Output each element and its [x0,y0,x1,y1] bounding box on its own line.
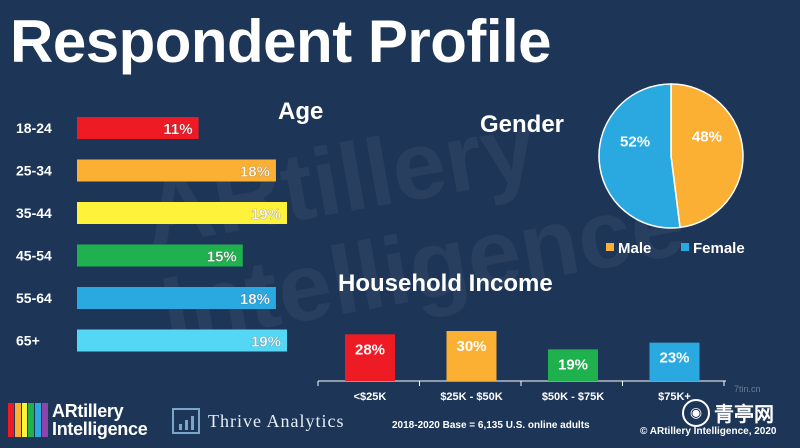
gender-value-label: 52% [620,133,650,150]
gender-value-label: 48% [692,129,722,146]
income-bar [548,349,598,381]
age-bar [77,329,287,352]
bar-chart-icon [172,408,200,434]
income-chart-title: Household Income [338,270,553,297]
income-value-label: 30% [456,338,486,355]
gender-pie-slice [670,83,744,229]
thrive-analytics-text: Thrive Analytics [208,410,345,431]
gender-pie-slice [598,83,681,229]
copyright: © ARtillery Intelligence, 2020 [640,426,777,437]
age-bar [77,244,243,267]
age-category-label: 45-54 [16,248,52,264]
income-bar [446,331,497,381]
corner-url: 7tin.cn [734,384,761,394]
income-category-label: <$25K [354,391,387,403]
age-category-label: 35-44 [16,205,52,221]
age-category-label: 18-24 [16,120,52,136]
age-category-label: 65+ [16,333,40,349]
income-bar [649,342,700,381]
income-value-label: 23% [659,350,689,367]
income-bar [345,334,395,381]
age-value-label: 19% [251,334,281,351]
gender-legend-swatch [681,243,689,251]
income-category-label: $25K - $50K [440,391,502,403]
age-bar [77,202,287,224]
age-value-label: 19% [251,206,281,223]
base-note: 2018-2020 Base = 6,135 U.S. online adult… [392,420,590,431]
corner-mark-text: 青亭网 [714,404,774,426]
age-chart-title: Age [278,98,324,125]
logo-stripes-icon [8,403,48,437]
age-bar [77,117,199,139]
age-category-label: 25-34 [16,163,52,179]
corner-watermark: ◉ 青亭网 [682,398,774,427]
income-value-label: 19% [558,356,588,373]
gender-legend-label: Male [618,240,651,257]
age-value-label: 15% [207,249,237,266]
artillery-logo: ARtillery Intelligence [8,401,148,439]
logo-text-line1: ARtillery [52,401,124,421]
page-title: Respondent Profile [10,8,552,75]
logo-text-line2: Intelligence [52,419,148,439]
income-category-label: $50K - $75K [542,391,604,403]
gender-legend-swatch [606,243,614,251]
gender-legend-label: Female [693,240,745,257]
camera-icon: ◉ [682,398,710,427]
age-value-label: 18% [240,164,270,181]
age-bar [77,287,276,309]
thrive-analytics-logo: Thrive Analytics [172,408,344,434]
income-category-label: $75K+ [658,391,691,403]
gender-chart-title: Gender [480,111,565,138]
age-bar [77,159,276,182]
income-value-label: 28% [355,341,385,358]
age-value-label: 11% [163,121,192,138]
age-category-label: 55-64 [16,290,52,306]
age-value-label: 18% [240,291,270,308]
